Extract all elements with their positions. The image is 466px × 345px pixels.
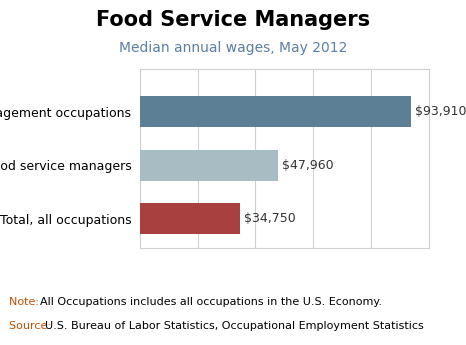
Text: $93,910: $93,910: [415, 105, 466, 118]
Text: Note:: Note:: [9, 297, 43, 307]
Text: Food Service Managers: Food Service Managers: [96, 10, 370, 30]
Text: $34,750: $34,750: [244, 213, 295, 225]
Text: U.S. Bureau of Labor Statistics, Occupational Employment Statistics: U.S. Bureau of Labor Statistics, Occupat…: [45, 321, 424, 331]
Text: All Occupations includes all occupations in the U.S. Economy.: All Occupations includes all occupations…: [40, 297, 382, 307]
Bar: [140, 96, 411, 127]
Text: $47,960: $47,960: [282, 159, 334, 172]
Text: Source:: Source:: [9, 321, 55, 331]
Bar: [140, 204, 240, 235]
Bar: [140, 150, 278, 181]
Text: Median annual wages, May 2012: Median annual wages, May 2012: [119, 41, 347, 56]
